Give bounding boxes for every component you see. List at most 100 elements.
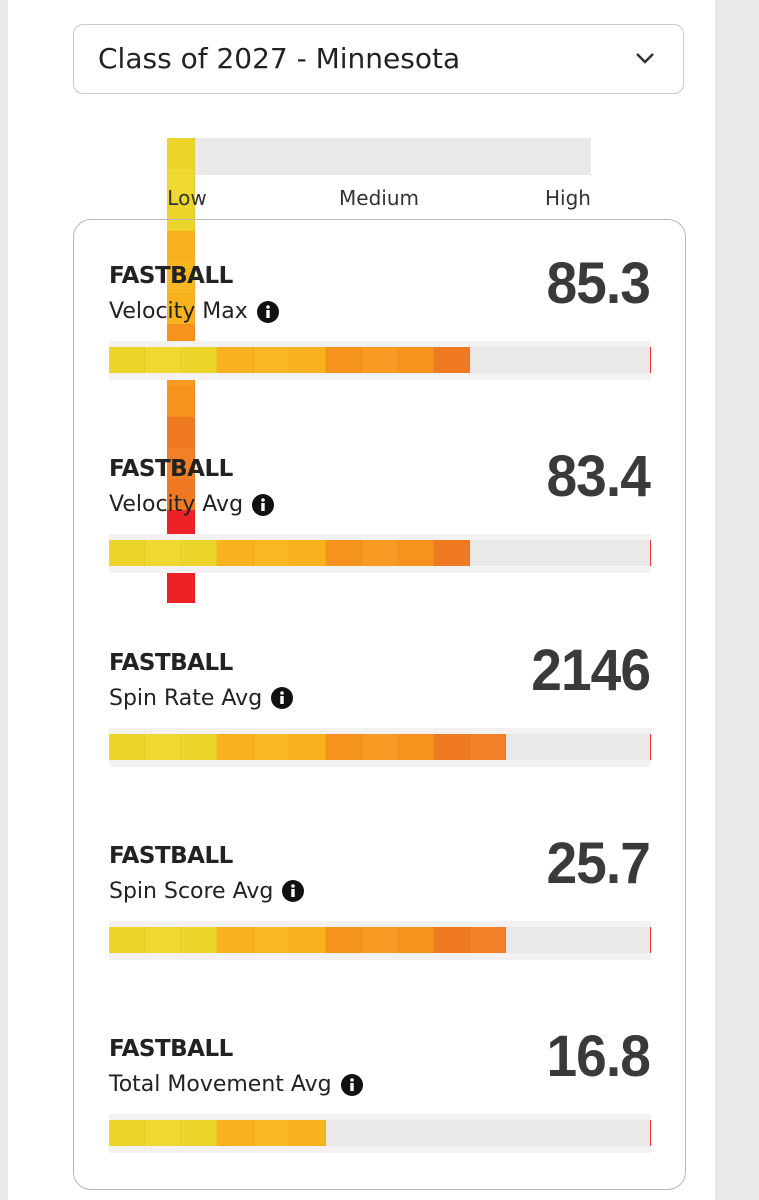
track-end [649,540,651,567]
info-icon[interactable] [271,687,294,710]
track-end [649,733,651,760]
percentile-segment [361,347,399,373]
percentile-track [109,1114,651,1154]
legend-segment [167,572,195,603]
metric-name: Velocity Avg [109,492,244,518]
track-inner [109,540,651,567]
metric-label: Spin Score Avg [109,878,305,904]
percentile-segment [109,1120,146,1147]
legend-segment [167,293,195,324]
metric-value: 16.8 [546,1024,651,1090]
metric-label: Spin Rate Avg [109,685,294,711]
percentile-segment [434,733,471,760]
percentile-segment [361,733,399,760]
percentile-segment [145,926,182,953]
metric-label: Velocity Max [109,299,279,324]
track-end [649,926,651,953]
metric-label: Velocity Avg [109,492,275,518]
percentile-segment [434,347,471,373]
percentile-segment [253,733,290,760]
percentile-track [109,341,651,380]
info-icon[interactable] [340,1073,363,1096]
percentile-segment [361,926,399,953]
pitch-name: FASTBALL [109,1036,233,1063]
percentile-segment [289,1120,326,1147]
percentile-segment [181,926,218,953]
legend-scale [167,138,591,603]
percentile-segment [434,926,471,953]
percentile-segment [253,926,290,953]
track-inner [109,1120,651,1147]
percentile-segment [145,733,182,760]
legend-low: Low [167,186,207,210]
class-dropdown[interactable]: Class of 2027 - Minnesota [73,24,684,94]
dropdown-label: Class of 2027 - Minnesota [98,42,461,75]
info-icon[interactable] [256,300,279,323]
percentile-segment [398,540,435,567]
info-icon[interactable] [252,493,275,516]
percentile-segment [181,347,218,373]
percentile-segment [253,347,290,373]
percentile-segment [253,1120,290,1147]
legend-segment [167,262,195,293]
track-end [649,1120,651,1147]
track-end [649,347,651,373]
percentile-track [109,727,651,767]
metric-name: Spin Rate Avg [109,685,263,711]
legend-segment [167,200,195,231]
percentile-segment [470,926,507,953]
percentile-segment [217,540,254,567]
percentile-segment [325,733,362,760]
pitch-name: FASTBALL [109,263,233,289]
percentile-track [109,920,651,960]
percentile-segment [109,926,146,953]
legend-segment [167,169,195,200]
percentile-segment [470,733,507,760]
percentile-segment [145,347,182,373]
percentile-segment [181,1120,218,1147]
legend-medium: Medium [339,186,419,210]
percentile-segment [145,1120,182,1147]
percentile-segment [398,926,435,953]
track-inner [109,347,651,373]
percentile-segment [325,926,362,953]
track-inner [109,926,651,953]
metric-name: Spin Score Avg [109,878,274,904]
percentile-segment [217,1120,254,1147]
legend-high: High [545,186,591,210]
percentile-segment [181,540,218,567]
percentile-segment [217,926,254,953]
percentile-segment [217,347,254,373]
metric-label: Total Movement Avg [109,1072,363,1097]
percentile-segment [289,926,326,953]
percentile-segment [398,347,435,373]
percentile-segment [325,347,362,373]
legend-segment [167,417,195,448]
percentile-segment [325,540,362,567]
percentile-segment [361,540,399,567]
content-column [8,0,715,1200]
percentile-segment [398,733,435,760]
legend-segment [167,386,195,417]
percentile-segment [289,733,326,760]
percentile-segment [109,733,146,760]
track-inner [109,733,651,760]
pitch-name: FASTBALL [109,649,233,676]
percentile-segment [109,347,146,373]
legend-segment [167,138,195,169]
percentile-segment [289,347,326,373]
percentile-track [109,534,651,574]
legend-segment [167,231,195,262]
percentile-segment [253,540,290,567]
metric-name: Total Movement Avg [109,1072,332,1098]
metric-value: 25.7 [546,830,651,896]
info-icon[interactable] [282,880,305,903]
pitch-name: FASTBALL [109,456,233,483]
pitch-name: FASTBALL [109,842,233,869]
percentile-segment [217,733,254,760]
metric-value: 85.3 [546,251,651,316]
metric-value: 83.4 [546,444,651,510]
percentile-segment [289,540,326,567]
metric-value: 2146 [531,637,651,703]
